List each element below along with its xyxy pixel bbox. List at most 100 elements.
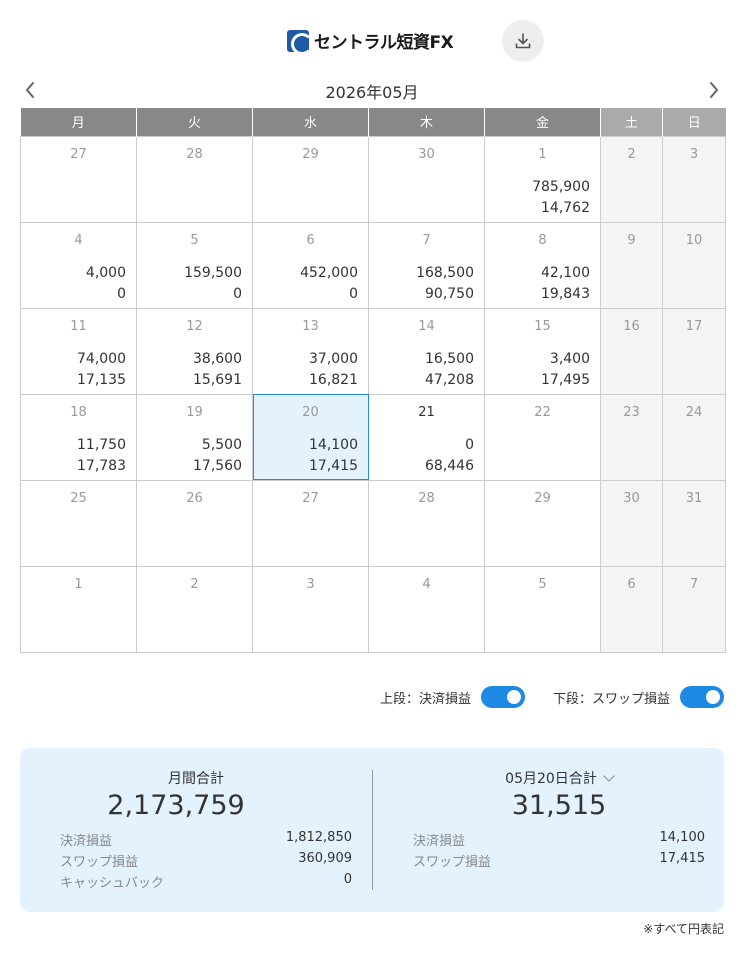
month-navigation: 2026年05月: [20, 78, 724, 102]
day-values: 16,500 47,208: [425, 349, 474, 391]
calendar-day-cell[interactable]: 29: [252, 135, 369, 223]
calendar-day-cell[interactable]: 12 38,600 15,691: [136, 307, 253, 395]
upper-settlement-toggle[interactable]: [480, 686, 525, 708]
weekday-header: 金: [484, 108, 601, 136]
daily-summary-selector[interactable]: 05月20日合計: [413, 768, 705, 788]
monthly-summary: 月間合計 2,173,759 決済損益 1,812,850 スワップ損益 360…: [60, 748, 352, 912]
lower-toggle-group: 下段：スワップ損益: [553, 686, 724, 708]
day-number: 30: [623, 490, 640, 506]
calendar-day-cell[interactable]: 18 11,750 17,783: [20, 393, 137, 481]
calendar-day-cell[interactable]: 11 74,000 17,135: [20, 307, 137, 395]
calendar-day-cell[interactable]: 19 5,500 17,560: [136, 393, 253, 481]
weekday-header: 月: [20, 108, 137, 136]
calendar-day-cell[interactable]: 10: [662, 221, 726, 309]
weekday-header: 日: [662, 108, 726, 136]
calendar-day-cell[interactable]: 8 42,100 19,843: [484, 221, 601, 309]
calendar-day-cell[interactable]: 30: [368, 135, 485, 223]
day-number: 7: [689, 576, 699, 592]
day-number: 8: [538, 232, 547, 248]
weekday-header: 火: [136, 108, 253, 136]
summary-row-label: スワップ損益: [60, 855, 139, 870]
day-number: 23: [623, 404, 640, 420]
calendar-day-cell[interactable]: 26: [136, 479, 253, 567]
calendar-day-cell[interactable]: 2: [600, 135, 663, 223]
calendar-day-cell[interactable]: 27: [20, 135, 137, 223]
settlement-pnl-value: 159,500: [184, 264, 242, 281]
calendar-day-cell[interactable]: 29: [484, 479, 601, 567]
calendar-day-cell[interactable]: 15 3,400 17,495: [484, 307, 601, 395]
summary-row-label: 決済損益: [60, 834, 113, 849]
summary-row: 決済損益 1,812,850: [60, 830, 352, 850]
swap-pnl-value: 17,495: [541, 371, 590, 388]
next-month-button[interactable]: [704, 80, 724, 100]
summary-row-label: 決済損益: [413, 834, 466, 849]
day-number: 9: [627, 232, 636, 248]
calendar-day-cell[interactable]: 9: [600, 221, 663, 309]
calendar-day-cell[interactable]: 17: [662, 307, 726, 395]
calendar-day-cell[interactable]: 16: [600, 307, 663, 395]
settlement-pnl-value: 4,000: [85, 264, 126, 281]
day-number: 6: [627, 576, 636, 592]
calendar-day-cell[interactable]: 6: [600, 565, 663, 653]
day-number: 28: [186, 146, 203, 162]
summary-row-value: 360,909: [298, 851, 352, 866]
calendar-day-cell[interactable]: 14 16,500 47,208: [368, 307, 485, 395]
calendar-day-cell[interactable]: 7: [662, 565, 726, 653]
prev-month-button[interactable]: [20, 80, 40, 100]
download-button[interactable]: [502, 20, 544, 62]
currency-footnote: ※すべて円表記: [643, 922, 724, 936]
calendar-day-cell[interactable]: 3: [252, 565, 369, 653]
day-values: 5,500 17,560: [193, 435, 242, 477]
settlement-pnl-value: 168,500: [416, 264, 474, 281]
calendar-day-cell[interactable]: 21 0 68,446: [368, 393, 485, 481]
calendar-day-cell[interactable]: 1: [20, 565, 137, 653]
calendar-day-cell[interactable]: 7 168,500 90,750: [368, 221, 485, 309]
day-number: 31: [685, 490, 703, 506]
chevron-down-icon: [603, 770, 615, 782]
calendar-day-cell[interactable]: 31: [662, 479, 726, 567]
day-number: 16: [623, 318, 640, 334]
daily-total: 31,515: [511, 790, 607, 821]
day-number: 25: [70, 490, 87, 506]
day-number: 21: [418, 404, 435, 420]
calendar-day-cell[interactable]: 24: [662, 393, 726, 481]
calendar-day-cell[interactable]: 28: [136, 135, 253, 223]
calendar-day-cell[interactable]: 20 14,100 17,415: [252, 393, 369, 481]
calendar-day-cell[interactable]: 4: [368, 565, 485, 653]
day-number: 15: [534, 318, 551, 334]
calendar-day-cell[interactable]: 1 785,900 14,762: [484, 135, 601, 223]
calendar-day-cell[interactable]: 28: [368, 479, 485, 567]
calendar-day-cell[interactable]: 23: [600, 393, 663, 481]
weekday-header: 水: [252, 108, 369, 136]
day-values: 14,100 17,415: [309, 435, 358, 477]
day-number: 12: [186, 318, 203, 334]
calendar-day-cell[interactable]: 30: [600, 479, 663, 567]
calendar-day-cell[interactable]: 3: [662, 135, 726, 223]
day-number: 20: [302, 404, 319, 420]
lower-swap-toggle[interactable]: [680, 686, 724, 708]
calendar-day-cell[interactable]: 2: [136, 565, 253, 653]
settlement-pnl-value: 14,100: [309, 436, 358, 453]
calendar-day-cell[interactable]: 13 37,000 16,821: [252, 307, 369, 395]
day-number: 27: [70, 146, 87, 162]
summary-divider: [372, 770, 373, 890]
monthly-summary-title: 月間合計: [168, 771, 224, 787]
calendar-day-cell[interactable]: 6 452,000 0: [252, 221, 369, 309]
calendar-week-row: 4 4,000 0 5 159,500 0 6 452,000 0 7 168,500 90,750 8…: [20, 221, 726, 309]
day-values: 785,900 14,762: [532, 177, 590, 219]
logo-mark-icon: [287, 29, 309, 52]
day-values: 159,500 0: [184, 263, 242, 305]
day-number: 6: [306, 232, 315, 248]
settlement-pnl-value: 0: [465, 436, 474, 453]
calendar-day-cell[interactable]: 5 159,500 0: [136, 221, 253, 309]
calendar-day-cell[interactable]: 5: [484, 565, 601, 653]
daily-summary: 05月20日合計 31,515 決済損益 14,100 スワップ損益 17,41…: [413, 748, 705, 912]
calendar-day-cell[interactable]: 22: [484, 393, 601, 481]
calendar-week-row: 27 28 29 30 1 785,900 14,762 2 3: [20, 135, 726, 223]
calendar-day-cell[interactable]: 4 4,000 0: [20, 221, 137, 309]
calendar-day-cell[interactable]: 25: [20, 479, 137, 567]
daily-summary-title: 05月20日合計: [505, 771, 597, 787]
calendar-day-cell[interactable]: 27: [252, 479, 369, 567]
day-values: 11,750 17,783: [77, 435, 126, 477]
chevron-right-icon: [710, 82, 719, 98]
